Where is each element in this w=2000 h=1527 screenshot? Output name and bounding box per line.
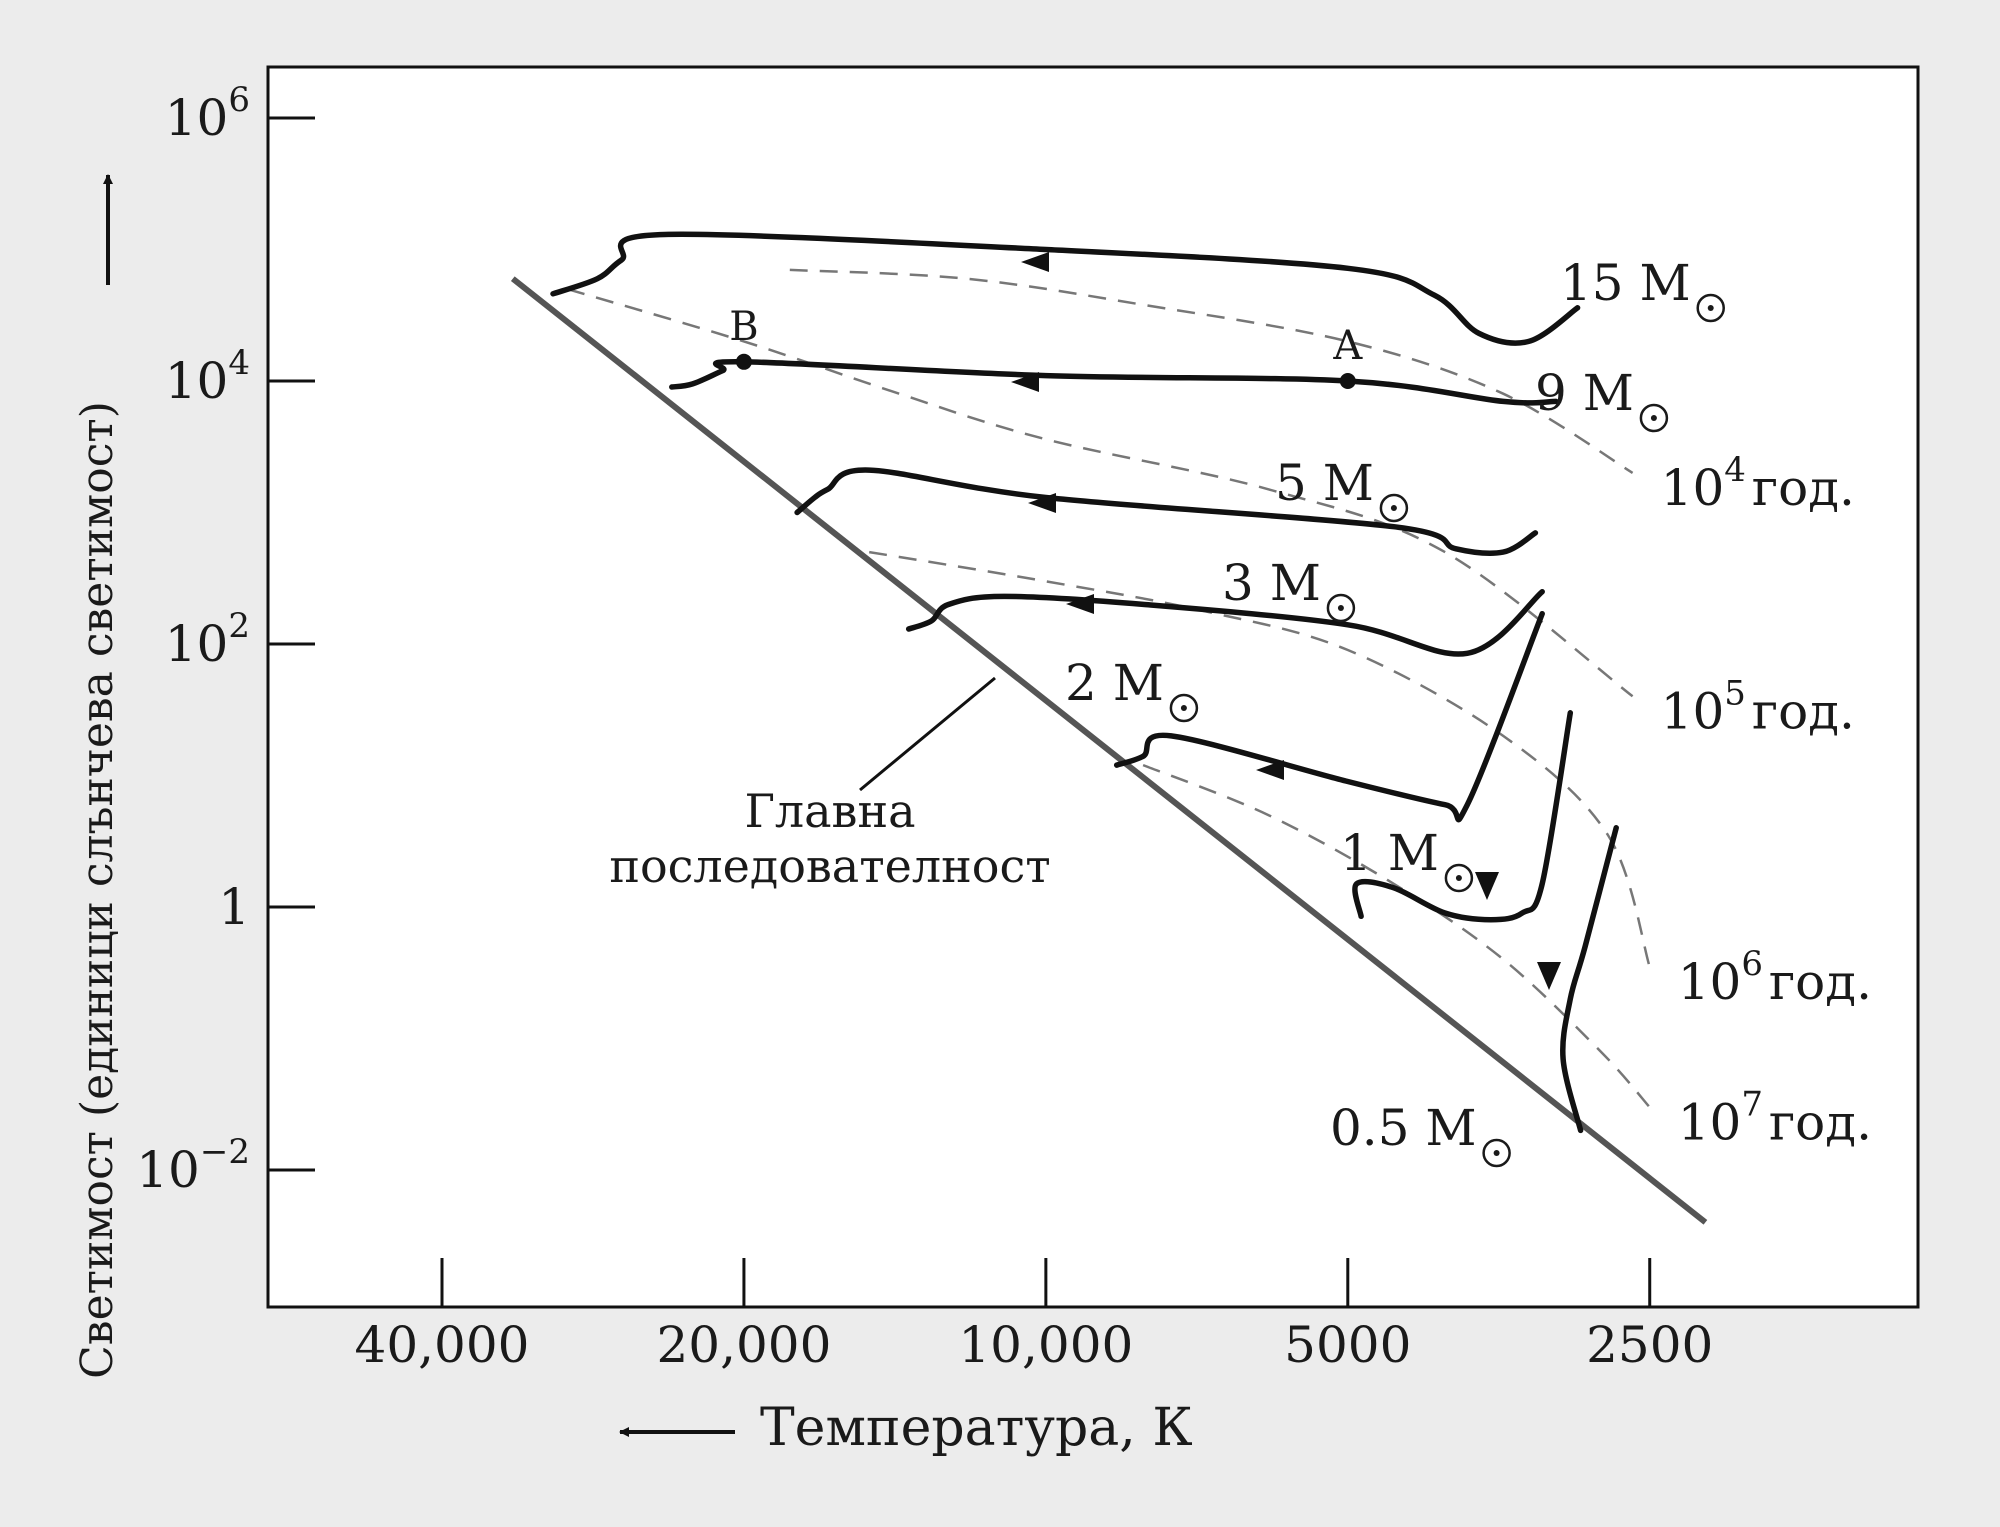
track-arrow-6 xyxy=(1537,962,1561,990)
main-sequence-line xyxy=(510,276,1708,1225)
track-arrow-4 xyxy=(1256,760,1284,780)
track-1 xyxy=(669,358,1559,406)
x-tick-label-2: 10,000 xyxy=(958,1316,1133,1374)
track-label-6: 0.5 M xyxy=(1330,1099,1477,1157)
y-tick-label-2: 102 xyxy=(165,606,250,673)
track-label-2: 5 M xyxy=(1275,454,1374,512)
sun-symbol-icon xyxy=(1169,693,1199,723)
y-tick-label-0: 106 xyxy=(165,80,250,147)
track-3 xyxy=(905,588,1545,657)
sun-symbol-dot xyxy=(1650,415,1657,421)
sun-symbol-dot xyxy=(1390,505,1397,511)
x-tick-label-1: 20,000 xyxy=(656,1316,831,1374)
track-4 xyxy=(1113,610,1545,823)
sun-symbol-dot xyxy=(1180,705,1187,711)
x-tick-label-0: 40,000 xyxy=(355,1316,530,1374)
sun-symbol-icon xyxy=(1696,293,1725,323)
sun-symbol-dot xyxy=(1455,875,1462,881)
y-axis-label: Светимост (единици слънчева светимост) xyxy=(72,401,123,1379)
isochrone-2 xyxy=(868,550,1651,968)
isochrone-label-0: 104 год. xyxy=(1661,450,1855,517)
sun-symbol-icon xyxy=(1482,1138,1511,1168)
track-arrow-5 xyxy=(1475,872,1499,900)
track-2 xyxy=(794,467,1539,557)
evolutionary-tracks: 15 M 9 M 5 M 3 M 2 M 1 M 0.5 M xyxy=(550,231,1725,1168)
point-label-A: A xyxy=(1332,323,1363,369)
isochrone-3 xyxy=(1142,763,1651,1109)
track-label-3: 3 M xyxy=(1222,554,1321,612)
track-label-0: 15 M xyxy=(1560,254,1691,312)
x-tick-label-3: 5000 xyxy=(1284,1316,1411,1374)
sun-symbol-dot xyxy=(1337,605,1344,611)
track-6 xyxy=(1560,825,1619,1134)
point-B xyxy=(735,353,752,370)
y-tick-label-4: 10−2 xyxy=(136,1132,250,1199)
isochrone-label-1: 105 год. xyxy=(1661,673,1855,740)
y-tick-label-3: 1 xyxy=(218,878,250,936)
sun-symbol-icon xyxy=(1444,863,1474,893)
point-A xyxy=(1339,373,1356,389)
track-label-5: 1 M xyxy=(1340,824,1439,882)
track-5 xyxy=(1352,710,1574,923)
isochrone-1 xyxy=(566,287,1634,698)
sun-symbol-icon xyxy=(1639,403,1669,433)
annotations: AB xyxy=(729,304,1363,389)
sun-symbol-icon xyxy=(1326,593,1356,623)
track-label-4: 2 M xyxy=(1065,654,1164,712)
track-arrow-0 xyxy=(1021,252,1049,272)
y-tick-label-1: 104 xyxy=(165,343,250,410)
y-axis: 106 104 102 1 10−2 xyxy=(136,80,315,1199)
x-axis: 40,000 20,000 10,000 5000 2500 xyxy=(355,1258,1713,1374)
sun-symbol-dot xyxy=(1493,1150,1500,1156)
isochrones: 104 год. 105 год. 106 год. 107 год. xyxy=(566,268,1872,1151)
track-arrow-2 xyxy=(1028,493,1056,513)
sun-symbol-icon xyxy=(1379,493,1409,523)
main-sequence-label-2: последователност xyxy=(609,839,1050,893)
main-sequence-label-1: Главна xyxy=(744,784,915,838)
track-arrow-1 xyxy=(1011,372,1039,392)
main-sequence-pointer xyxy=(859,676,996,792)
isochrone-label-2: 106 год. xyxy=(1678,944,1872,1011)
x-axis-label: Температура, К xyxy=(760,1398,1193,1458)
sun-symbol-dot xyxy=(1707,305,1714,311)
track-arrow-3 xyxy=(1066,594,1094,614)
track-label-1: 9 M xyxy=(1535,364,1634,422)
track-0 xyxy=(550,231,1581,346)
point-label-B: B xyxy=(729,304,758,350)
x-tick-label-4: 2500 xyxy=(1586,1316,1713,1374)
isochrone-0 xyxy=(789,268,1634,474)
isochrone-label-3: 107 год. xyxy=(1678,1084,1872,1151)
